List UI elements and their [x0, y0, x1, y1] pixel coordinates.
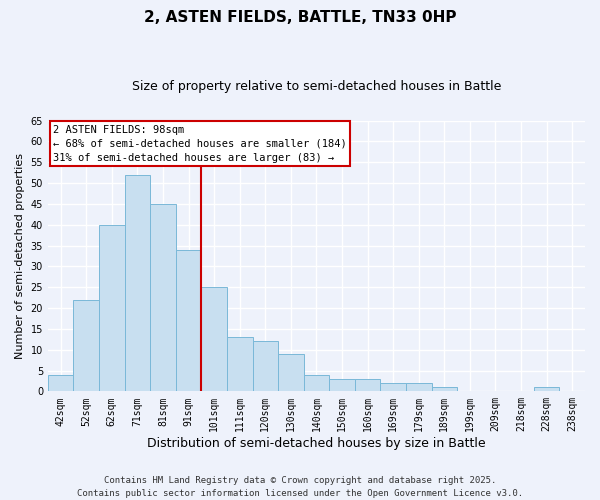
Bar [202, 287, 227, 392]
Bar [150, 204, 176, 392]
Bar [48, 374, 73, 392]
Text: 2, ASTEN FIELDS, BATTLE, TN33 0HP: 2, ASTEN FIELDS, BATTLE, TN33 0HP [144, 10, 456, 25]
Bar [253, 342, 278, 392]
Bar [176, 250, 202, 392]
Y-axis label: Number of semi-detached properties: Number of semi-detached properties [15, 153, 25, 359]
X-axis label: Distribution of semi-detached houses by size in Battle: Distribution of semi-detached houses by … [147, 437, 486, 450]
Bar [125, 174, 150, 392]
Bar [406, 383, 431, 392]
Bar [355, 379, 380, 392]
Bar [278, 354, 304, 392]
Bar [380, 383, 406, 392]
Bar [329, 379, 355, 392]
Bar [431, 387, 457, 392]
Bar [99, 224, 125, 392]
Bar [73, 300, 99, 392]
Title: Size of property relative to semi-detached houses in Battle: Size of property relative to semi-detach… [132, 80, 501, 93]
Text: Contains HM Land Registry data © Crown copyright and database right 2025.
Contai: Contains HM Land Registry data © Crown c… [77, 476, 523, 498]
Text: 2 ASTEN FIELDS: 98sqm
← 68% of semi-detached houses are smaller (184)
31% of sem: 2 ASTEN FIELDS: 98sqm ← 68% of semi-deta… [53, 124, 347, 162]
Bar [534, 387, 559, 392]
Bar [227, 337, 253, 392]
Bar [304, 374, 329, 392]
